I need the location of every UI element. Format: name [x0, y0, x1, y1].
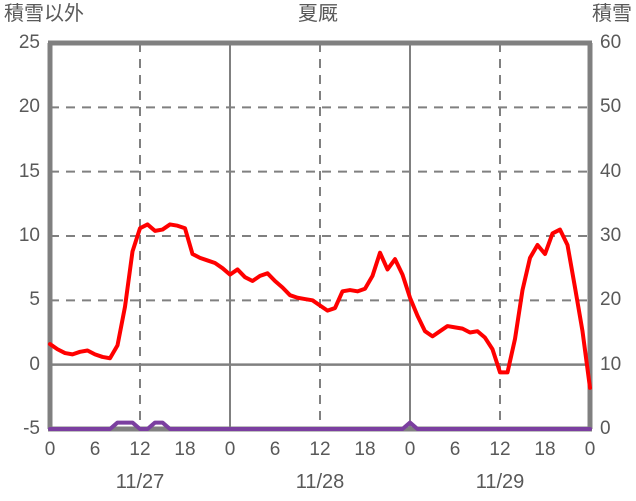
x-axis-day-label: 11/28 — [295, 471, 345, 493]
snow-depth-line — [48, 420, 592, 431]
x-axis-tick-label: 18 — [354, 439, 376, 460]
right-axis-title: 積雪 — [592, 3, 632, 25]
x-axis-tick-label: 6 — [269, 439, 281, 460]
x-axis-tick-label: 12 — [129, 439, 151, 460]
x-axis-tick-label: 0 — [584, 439, 596, 460]
x-axis-day-label: 11/27 — [115, 471, 165, 493]
x-axis-tick-label: 18 — [534, 439, 556, 460]
x-axis-tick-label: 6 — [89, 439, 101, 460]
y-axis-tick-label-right: 50 — [600, 96, 622, 118]
x-axis-tick-label: 0 — [224, 439, 236, 460]
y-axis-tick-label-right: 30 — [600, 225, 622, 246]
x-axis-tick-label: 6 — [449, 439, 461, 460]
temperature-line — [48, 222, 592, 390]
y-axis-tick-label-right: 10 — [600, 353, 622, 375]
x-axis-tick-label: 0 — [44, 439, 56, 460]
y-axis-tick-label-left: 5 — [29, 289, 40, 311]
x-axis-tick-label: 12 — [489, 439, 511, 460]
x-axis-tick-label: 12 — [309, 439, 331, 460]
y-axis-tick-label-right: 40 — [600, 160, 622, 182]
y-axis-tick-label-right: 0 — [600, 418, 611, 439]
y-axis-tick-label-left: 10 — [18, 225, 40, 246]
y-axis-tick-label-left: 25 — [18, 32, 40, 53]
y-axis-tick-label-left: 0 — [29, 353, 40, 375]
chart-title: 夏厩 — [298, 3, 338, 25]
data-series — [48, 222, 592, 431]
y-axis-tick-label-left: 15 — [18, 160, 40, 182]
y-axis-tick-label-left: -5 — [23, 418, 40, 439]
x-axis-tick-label: 18 — [174, 439, 196, 460]
left-axis-title: 積雪以外 — [4, 3, 84, 25]
y-axis-tick-label-left: 20 — [18, 96, 40, 118]
y-axis-tick-label-right: 20 — [600, 289, 622, 311]
y-axis-tick-label-right: 60 — [600, 32, 622, 53]
x-axis-tick-label: 0 — [404, 439, 416, 460]
x-axis-day-label: 11/29 — [475, 471, 525, 493]
